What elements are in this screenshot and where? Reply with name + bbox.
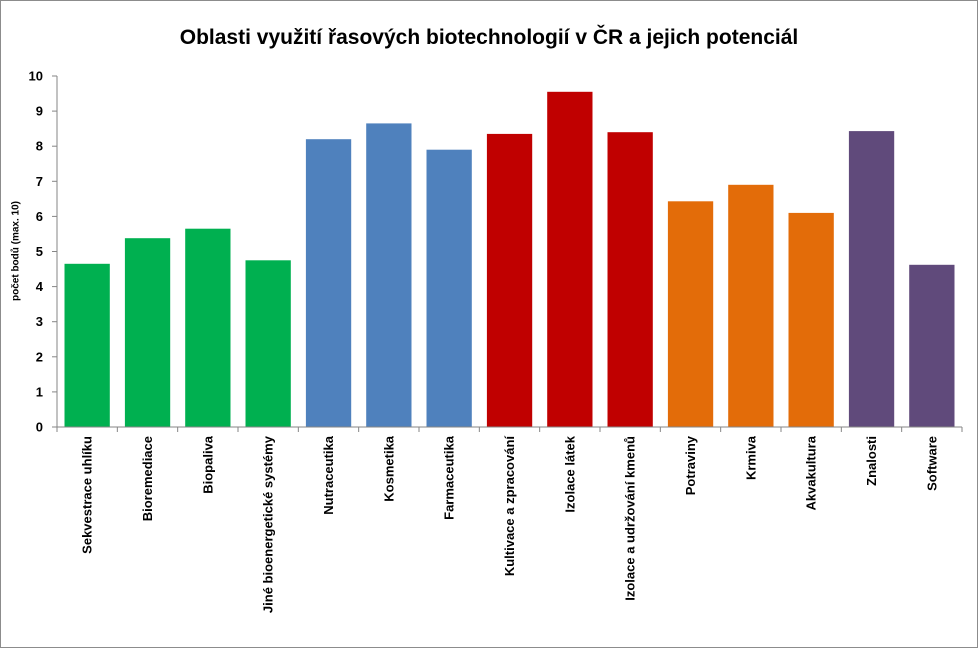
- y-tick-label: 5: [36, 244, 43, 259]
- bar: [486, 133, 533, 427]
- bar: [366, 123, 412, 428]
- x-tick-label: Akvakultura: [804, 435, 819, 510]
- bar: [607, 132, 653, 427]
- x-tick-label: Krmiva: [743, 435, 758, 480]
- bar: [667, 201, 714, 427]
- x-tick-label: Nutraceutika: [321, 435, 336, 515]
- x-tick-label: Izolace a udržování kmenů: [623, 436, 638, 601]
- bar: [185, 228, 231, 427]
- y-tick-label: 3: [36, 314, 43, 329]
- x-tick-label: Kultivace a zpracování: [502, 436, 517, 577]
- y-tick-label: 6: [36, 209, 43, 224]
- bar: [426, 149, 472, 427]
- x-tick-label: Jiné bioenergetické systémy: [261, 435, 276, 613]
- bar: [788, 212, 834, 427]
- bar: [245, 260, 291, 427]
- x-tick-label: Potraviny: [683, 435, 698, 495]
- x-tick-label: Izolace látek: [562, 435, 577, 512]
- y-tick-label: 4: [36, 279, 44, 294]
- y-tick-label: 8: [36, 139, 43, 154]
- bar: [305, 139, 352, 427]
- x-tick-label: Kosmetika: [381, 435, 396, 502]
- bar: [728, 184, 774, 427]
- y-tick-label: 9: [36, 104, 43, 119]
- x-tick-label: Software: [924, 436, 939, 491]
- bar: [909, 264, 955, 427]
- bar: [547, 91, 593, 428]
- y-tick-label: 10: [29, 69, 43, 84]
- bar: [64, 263, 110, 427]
- bar: [848, 131, 895, 427]
- x-tick-label: Bioremediace: [140, 436, 155, 521]
- y-tick-label: 0: [36, 420, 43, 435]
- x-tick-label: Sekvestrace uhlíku: [80, 436, 95, 554]
- bar: [124, 238, 171, 427]
- y-tick-label: 7: [36, 174, 43, 189]
- y-tick-label: 2: [36, 349, 43, 364]
- x-tick-label: Biopaliva: [200, 435, 215, 494]
- chart-title: Oblasti využití řasových biotechnologií …: [179, 26, 799, 49]
- x-tick-label: Farmaceutika: [442, 435, 457, 520]
- y-tick-label: 1: [36, 384, 43, 399]
- x-tick-label: Znalosti: [864, 436, 879, 486]
